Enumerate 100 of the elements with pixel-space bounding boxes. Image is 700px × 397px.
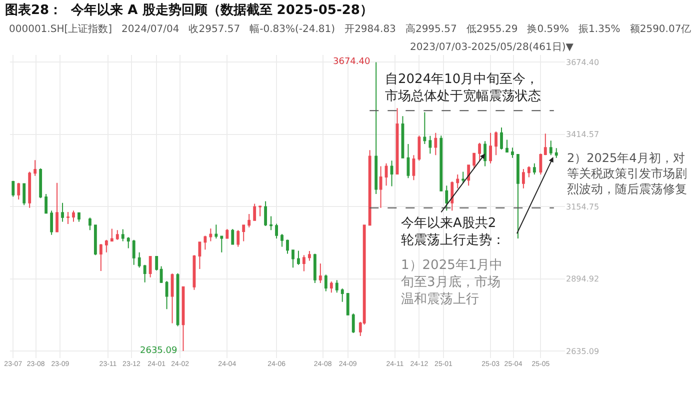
candlestick <box>61 202 64 222</box>
candlestick <box>160 266 163 284</box>
candlestick <box>500 127 503 150</box>
candlestick <box>270 216 272 231</box>
candlestick <box>126 236 130 249</box>
candlestick <box>396 108 399 176</box>
chart-title: 图表28： 今年以来 A 股走势回顾（数据截至 2025-05-28） <box>5 2 373 18</box>
candlestick <box>116 230 119 240</box>
candlestick <box>99 244 102 272</box>
candlestick <box>440 135 443 192</box>
candlestick <box>549 140 552 156</box>
candlestick <box>379 166 382 208</box>
candlestick <box>275 223 278 239</box>
candlestick <box>401 116 404 158</box>
candlestick <box>506 139 508 153</box>
candlestick <box>418 135 421 162</box>
candlestick <box>34 160 37 176</box>
candlestick <box>434 132 438 156</box>
candlestick <box>346 292 350 316</box>
candlestick <box>110 228 114 242</box>
candlestick <box>302 254 306 272</box>
candlestick <box>539 153 542 176</box>
candlestick <box>406 143 410 179</box>
candlestick <box>88 217 92 231</box>
candlestick <box>66 212 70 225</box>
candlestick <box>374 62 378 194</box>
annotation: 自2024年10月中旬至今，市场总体处于宽幅震荡状态 <box>385 72 541 104</box>
candlestick <box>258 205 262 217</box>
candlestick <box>384 162 388 186</box>
candlestick <box>182 286 185 352</box>
candlestick <box>198 241 202 270</box>
candlestick <box>231 228 234 245</box>
candlestick <box>121 228 124 242</box>
candlestick <box>280 234 284 248</box>
candlestick <box>318 262 322 284</box>
candlestick <box>28 171 32 208</box>
candlestick <box>248 214 251 228</box>
candlestick <box>527 166 530 178</box>
candlestick <box>472 152 476 170</box>
candlestick <box>165 280 168 310</box>
candlestick <box>143 264 146 283</box>
annotation: 3674.40 <box>333 57 370 67</box>
candlestick <box>554 148 558 158</box>
candlestick <box>522 168 525 189</box>
candlestick <box>12 180 15 198</box>
y-tick-label: 3674.40 <box>566 58 600 67</box>
y-tick-label: 2635.09 <box>566 346 600 356</box>
candlestick <box>209 228 212 242</box>
candlestick <box>390 160 394 187</box>
y-tick-label: 2894.92 <box>566 274 600 284</box>
candlestick <box>253 203 256 221</box>
annotation: 2）2025年4月初，对等关税政策引发市场剧烈波动，随后震荡修复 <box>567 151 687 196</box>
candlestick <box>340 288 344 302</box>
candlestick <box>335 280 338 294</box>
y-tick-label: 3154.75 <box>566 202 600 212</box>
candlestick <box>456 174 460 189</box>
candlestick <box>44 193 48 214</box>
candlestick <box>286 239 289 254</box>
candlestick <box>445 185 448 212</box>
candlestick <box>94 224 97 256</box>
candlestick <box>423 112 426 144</box>
candlestick <box>22 182 26 206</box>
candlestick <box>297 250 300 266</box>
candlestick <box>494 130 498 156</box>
candlestick <box>204 235 207 250</box>
candlestick <box>511 147 514 158</box>
candlestick <box>226 228 229 239</box>
candlestick <box>242 224 246 242</box>
candlestick <box>292 249 294 268</box>
candlestick <box>313 253 316 284</box>
candlestick <box>462 171 465 184</box>
text: 2023/07/03-2025/05/28(461日)▼ <box>410 42 574 53</box>
candlestick <box>324 274 328 292</box>
annotation: 2635.09 <box>140 346 178 356</box>
candlestick <box>489 132 492 164</box>
candlestick <box>72 210 75 222</box>
candlestick <box>544 133 547 156</box>
candlestick <box>148 256 152 278</box>
candlestick <box>412 154 416 181</box>
candlestick <box>214 224 218 239</box>
candlestick <box>264 200 268 226</box>
candlestick <box>78 212 80 222</box>
candlestick <box>220 235 224 253</box>
candlestick <box>308 250 311 262</box>
y-tick-label: 3414.57 <box>566 130 600 140</box>
text: 000001.SH[上证指数] 2024/07/04 收2957.57 幅-0.83%(-24.81) 开2984.83 高2995.57 低2955.29 换0.59% 振1.35% 额2590.07亿 <box>9 23 692 35</box>
candlestick <box>50 210 54 236</box>
candlestick <box>516 154 520 239</box>
candlestick <box>132 239 136 266</box>
candlestick <box>478 142 482 162</box>
candlestick <box>236 230 240 248</box>
candlestick <box>39 168 42 199</box>
candlestick <box>56 182 58 232</box>
candlestick <box>330 281 333 294</box>
candlestick <box>368 150 372 226</box>
candlestick <box>450 180 454 212</box>
candlestick <box>170 272 174 324</box>
candlestick <box>428 135 432 154</box>
candlestick <box>138 252 141 268</box>
candlestick <box>532 162 536 176</box>
